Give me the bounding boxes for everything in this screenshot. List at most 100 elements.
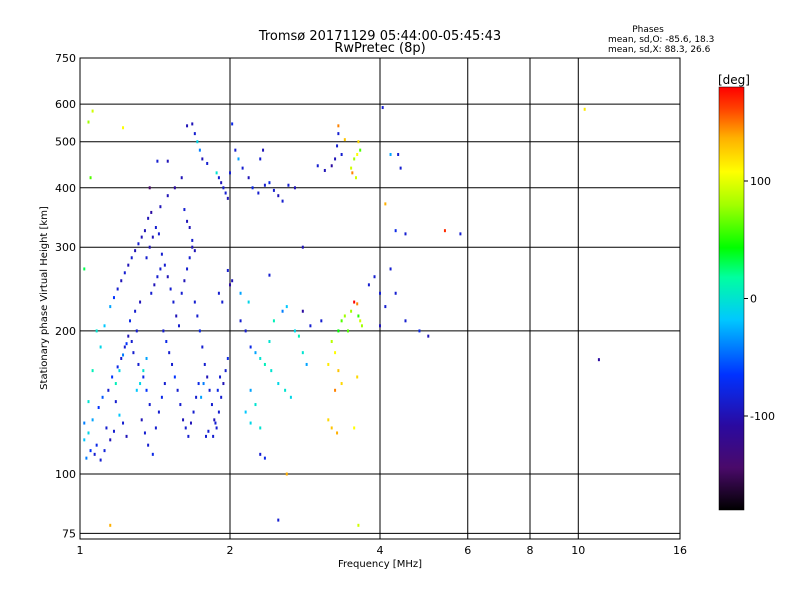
data-point (87, 120, 90, 124)
data-point (394, 229, 397, 233)
data-point (357, 523, 360, 527)
data-point (87, 431, 90, 435)
data-point (142, 369, 145, 373)
data-point (184, 426, 187, 430)
grid-lines (79, 57, 681, 539)
data-point (182, 418, 185, 422)
data-point (215, 171, 218, 175)
data-point (139, 300, 142, 304)
data-point (215, 426, 218, 430)
y-tick-label: 500 (55, 136, 76, 149)
data-point (217, 410, 220, 414)
data-point (196, 140, 199, 144)
data-point (101, 395, 104, 399)
data-point (221, 300, 224, 304)
data-point (583, 107, 586, 111)
data-point (148, 245, 151, 249)
data-point (196, 314, 199, 318)
data-point (241, 166, 244, 170)
data-point (389, 267, 392, 271)
data-point (281, 199, 284, 203)
data-point (224, 191, 227, 195)
data-point (95, 443, 98, 447)
data-point (277, 382, 280, 386)
data-point (330, 339, 333, 343)
data-point (135, 388, 138, 392)
data-point (166, 159, 169, 163)
data-point (234, 148, 237, 152)
data-point (132, 351, 135, 355)
data-point (87, 400, 90, 404)
y-axis-label: Stationary phase Virtual Height [km] (39, 206, 50, 390)
data-point (193, 300, 196, 304)
data-point (186, 124, 189, 128)
data-point (89, 449, 92, 453)
data-point (320, 319, 323, 323)
data-point (259, 426, 262, 430)
data-point (151, 235, 154, 239)
data-point (297, 334, 300, 338)
data-point (336, 431, 339, 435)
data-point (443, 229, 446, 233)
data-point (343, 138, 346, 142)
data-point (213, 418, 216, 422)
data-point (285, 305, 288, 309)
data-point (418, 329, 421, 333)
data-point (197, 382, 200, 386)
data-point (597, 358, 600, 362)
data-points (83, 106, 600, 527)
data-point (268, 339, 271, 343)
data-point (140, 418, 143, 422)
data-point (168, 351, 171, 355)
data-point (249, 388, 252, 392)
data-point (176, 388, 179, 392)
data-point (129, 319, 132, 323)
data-point (229, 283, 231, 287)
data-point (214, 421, 217, 425)
data-point (156, 275, 159, 279)
data-point (189, 421, 192, 425)
data-point (247, 300, 250, 304)
data-point (151, 452, 154, 456)
data-point (239, 319, 242, 323)
data-point (356, 152, 359, 156)
data-point (277, 194, 280, 198)
data-point (381, 106, 384, 110)
data-point (394, 291, 397, 295)
data-point (186, 219, 189, 223)
data-point (272, 188, 275, 192)
data-point (118, 369, 121, 373)
data-point (91, 109, 94, 113)
data-point (147, 443, 150, 447)
data-point (145, 388, 148, 392)
data-point (89, 176, 92, 180)
data-point (156, 159, 159, 163)
data-point (180, 176, 183, 180)
data-point (175, 314, 178, 318)
data-point (103, 324, 106, 328)
data-point (183, 208, 186, 212)
data-point (125, 342, 128, 346)
data-point (379, 291, 381, 295)
data-point (109, 438, 112, 442)
data-point (222, 382, 225, 386)
data-point (135, 329, 138, 333)
data-point (301, 245, 304, 249)
data-point (334, 157, 337, 161)
data-point (284, 388, 287, 392)
data-point (229, 171, 231, 175)
data-point (251, 186, 254, 190)
data-point (160, 252, 163, 256)
stats-heading: Phases (632, 25, 664, 35)
data-point (239, 291, 242, 295)
data-point (293, 329, 296, 333)
data-point (340, 382, 343, 386)
data-point (356, 375, 359, 379)
data-point (384, 202, 387, 206)
data-point (134, 249, 137, 253)
data-point (247, 176, 250, 180)
data-point (179, 403, 182, 407)
data-point (277, 518, 280, 522)
data-point (154, 426, 157, 430)
